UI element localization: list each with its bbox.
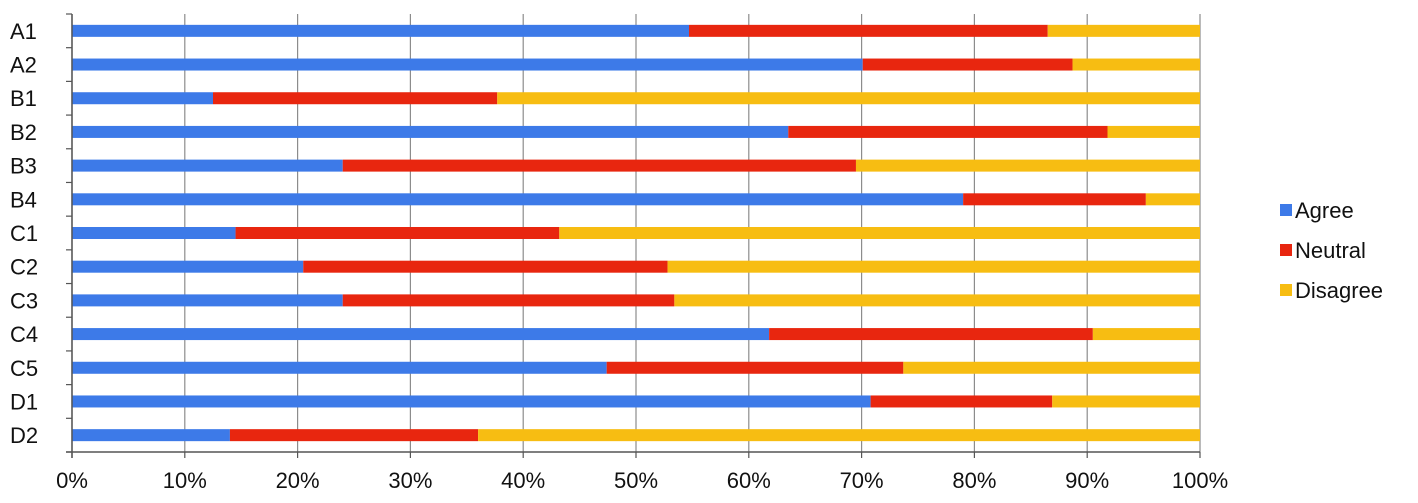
axes: 0% 10% 20% 30% 40% 50% 60% 70% 80% 90% 100% A1 A2 B1 B… [10,13,1228,493]
x-tick-label: 90% [1065,468,1109,493]
bar-neutral-b4 [963,193,1146,206]
bar-agree-c5 [72,361,607,374]
bar-disagree-c4 [1092,328,1200,341]
bar-neutral-d2 [229,429,479,442]
bar-disagree-b3 [855,159,1200,172]
category-label: C2 [10,255,38,280]
x-tick-label: 20% [276,468,320,493]
legend: Agree Neutral Disagree [1280,198,1383,303]
bar-agree-b2 [72,125,789,138]
bar-disagree-b4 [1145,193,1200,206]
category-label: B4 [10,187,37,212]
x-tick-label: 50% [614,468,658,493]
bar-neutral-c1 [235,227,560,239]
legend-label-neutral: Neutral [1295,238,1366,263]
category-label: C4 [10,322,38,347]
bar-disagree-c2 [667,260,1200,273]
bar-agree-b1 [72,92,213,105]
bar-neutral-a2 [862,58,1073,71]
bar-neutral-b3 [342,159,856,172]
category-label: D2 [10,423,38,448]
category-label: C5 [10,356,38,381]
bar-neutral-c2 [303,260,668,273]
category-label: C1 [10,221,38,246]
bar-disagree-b1 [497,92,1201,105]
category-label: B2 [10,120,37,145]
legend-label-agree: Agree [1295,198,1354,223]
bar-disagree-b2 [1107,125,1200,138]
category-label: C3 [10,288,38,313]
category-label: B3 [10,154,37,179]
x-tick-label: 10% [163,468,207,493]
legend-swatch-agree [1280,204,1292,216]
x-tick-label: 30% [388,468,432,493]
x-tick-label: 0% [56,468,88,493]
bar-agree-a1 [72,24,690,37]
legend-swatch-neutral [1280,244,1292,256]
bar-disagree-d2 [478,429,1201,442]
bar-disagree-c5 [903,361,1200,374]
category-label: D1 [10,389,38,414]
bar-disagree-a1 [1047,24,1200,37]
x-tick-label: 40% [501,468,545,493]
bar-neutral-d1 [870,395,1053,408]
bar-disagree-c1 [559,227,1200,239]
x-tick-label: 80% [952,468,996,493]
bar-neutral-c4 [769,328,1093,341]
bar-neutral-b1 [213,92,498,105]
x-tick-label: 100% [1172,468,1228,493]
x-tick-label: 70% [840,468,884,493]
legend-label-disagree: Disagree [1295,278,1383,303]
bar-disagree-a2 [1072,58,1200,71]
legend-swatch-disagree [1280,284,1292,296]
bar-disagree-d1 [1052,395,1200,408]
bar-agree-c1 [72,227,236,239]
bar-agree-d2 [72,429,230,442]
bar-agree-c3 [72,294,343,307]
bars [72,24,1201,442]
bar-neutral-a1 [689,24,1048,37]
x-tick-label: 60% [727,468,771,493]
bar-agree-c2 [72,260,304,273]
bar-neutral-c5 [606,361,904,374]
bar-neutral-c3 [342,294,675,307]
category-label: A2 [10,53,37,78]
bar-agree-b3 [72,159,343,172]
bar-agree-a2 [72,58,863,71]
bar-agree-d1 [72,395,871,408]
bar-agree-c4 [72,328,770,341]
bar-agree-b4 [72,193,964,206]
bar-disagree-c3 [674,294,1200,307]
bar-neutral-b2 [788,125,1108,138]
category-label: A1 [10,19,37,44]
category-label: B1 [10,86,37,111]
